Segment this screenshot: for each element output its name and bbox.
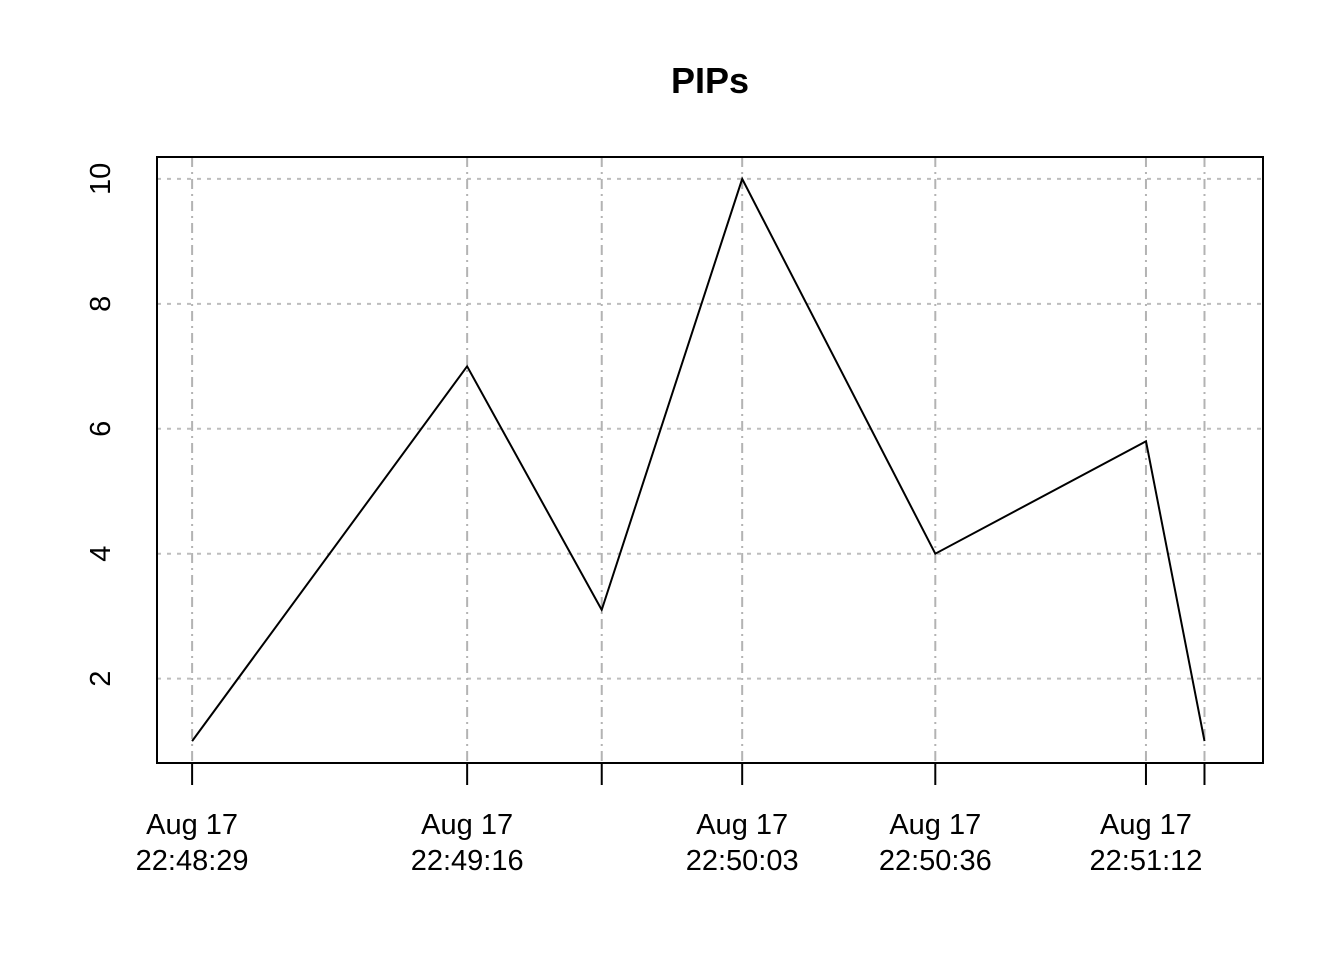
- x-tick-label: Aug 17 22:50:36: [879, 809, 992, 877]
- plot-frame: [156, 156, 1264, 764]
- y-tick-label: 2: [85, 671, 117, 687]
- x-tick-label: Aug 17 22:49:16: [411, 809, 524, 877]
- x-tick-label: Aug 17 22:48:29: [136, 809, 249, 877]
- y-tick-label: 10: [85, 163, 117, 195]
- x-tick-label: Aug 17 22:51:12: [1090, 809, 1203, 877]
- series-line: [191, 176, 1206, 742]
- y-tick-label: 4: [85, 546, 117, 562]
- chart-title: PIPs: [671, 60, 749, 101]
- y-tick-label: 8: [85, 296, 117, 312]
- grid-lines: [157, 157, 1263, 763]
- y-tick-label: 6: [85, 421, 117, 437]
- series-layer: [191, 176, 1206, 742]
- x-tick-label: Aug 17 22:50:03: [686, 809, 799, 877]
- axes: 2 4 6 8 10 Aug 17 22:48:29 Aug 17 22:49:16 Aug 17…: [85, 163, 1206, 877]
